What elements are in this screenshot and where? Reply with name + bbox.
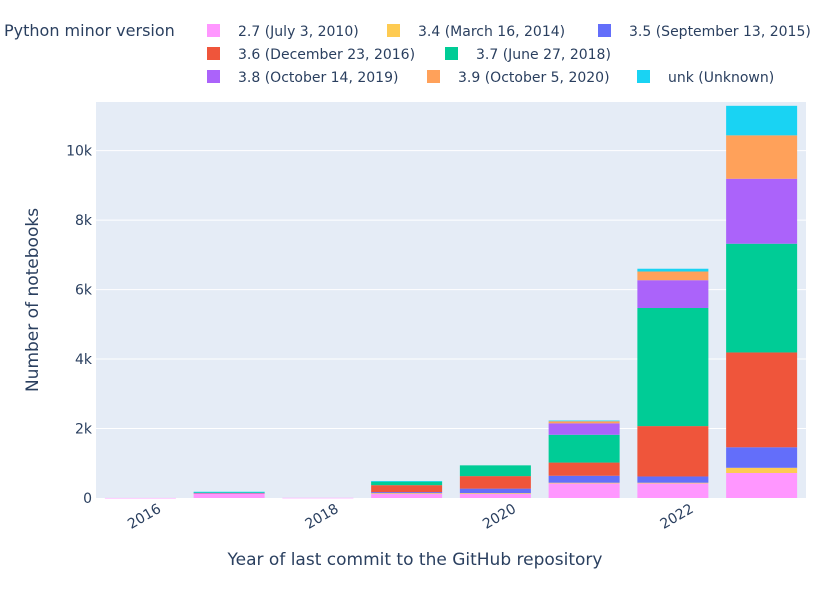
legend-swatch — [427, 70, 440, 83]
bar-segment — [371, 480, 443, 482]
bar-segment — [371, 481, 443, 486]
bar-segment — [726, 472, 798, 498]
bar-segment — [459, 488, 531, 494]
bar-segment — [459, 465, 531, 477]
legend-item[interactable]: unk (Unknown) — [637, 70, 774, 86]
bar-segment — [637, 476, 709, 483]
y-tick-label: 2k — [75, 422, 93, 438]
legend-item[interactable]: 3.9 (October 5, 2020) — [427, 70, 610, 86]
legend-label: 3.8 (October 14, 2019) — [238, 70, 398, 86]
legend-swatch — [637, 70, 650, 83]
bar-segment — [548, 475, 620, 483]
bar-segment — [637, 483, 709, 498]
bar-segment — [193, 491, 265, 493]
y-axis-title: Number of notebooks — [23, 208, 43, 392]
x-tick-labels: 2016 2018 2020 2022 — [125, 501, 696, 533]
bar-segment — [104, 497, 176, 499]
legend-item[interactable]: 2.7 (July 3, 2010) — [207, 24, 359, 40]
y-tick-label: 8k — [75, 213, 93, 229]
legend-item[interactable]: 3.7 (June 27, 2018) — [445, 47, 611, 63]
legend-label: 2.7 (July 3, 2010) — [238, 24, 359, 40]
bar-segment — [726, 243, 798, 353]
bar-segment — [371, 492, 443, 494]
legend-label: 3.5 (September 13, 2015) — [629, 24, 811, 40]
bar-segment — [726, 178, 798, 244]
legend-label: 3.9 (October 5, 2020) — [458, 70, 610, 86]
legend-item[interactable]: 3.4 (March 16, 2014) — [387, 24, 565, 40]
bar-segment — [548, 434, 620, 463]
y-tick-label: 6k — [75, 283, 93, 299]
bar-segment — [282, 497, 354, 499]
legend: 2.7 (July 3, 2010) 3.4 (March 16, 2014) 3.… — [207, 24, 811, 86]
bar-segment — [726, 447, 798, 468]
y-tick-label: 4k — [75, 352, 93, 368]
bar-segment — [548, 483, 620, 498]
legend-swatch — [207, 24, 220, 37]
y-tick-label: 0 — [83, 491, 92, 507]
y-tick-labels: 0 2k 4k 6k 8k 10k — [66, 144, 93, 507]
bar-segment — [459, 493, 531, 498]
legend-swatch — [207, 70, 220, 83]
bar-segment — [726, 352, 798, 448]
x-tick-label: 2022 — [658, 501, 697, 533]
legend-label: 3.4 (March 16, 2014) — [418, 24, 565, 40]
bar-segment — [548, 462, 620, 476]
x-tick-label: 2016 — [125, 501, 164, 533]
bar-segment — [548, 482, 620, 484]
legend-label: unk (Unknown) — [668, 70, 774, 86]
bar-segment — [371, 493, 443, 498]
bar-segment — [193, 492, 265, 494]
bar-segment — [726, 105, 798, 136]
bar-segment — [637, 482, 709, 484]
legend-item[interactable]: 3.6 (December 23, 2016) — [207, 47, 415, 63]
bars — [104, 105, 798, 499]
legend-title: Python minor version — [4, 21, 175, 40]
x-tick-label: 2018 — [303, 501, 342, 533]
bar-segment — [548, 421, 620, 424]
y-tick-label: 10k — [66, 144, 93, 160]
legend-swatch — [445, 47, 458, 60]
x-tick-label: 2020 — [480, 501, 519, 533]
bar-segment — [548, 423, 620, 435]
bar-segment — [459, 493, 531, 494]
bar-segment — [548, 420, 620, 422]
bar-segment — [371, 493, 443, 494]
bar-segment — [193, 492, 265, 493]
legend-swatch — [387, 24, 400, 37]
bar-segment — [637, 426, 709, 477]
legend-item[interactable]: 3.8 (October 14, 2019) — [207, 70, 398, 86]
legend-swatch — [207, 47, 220, 60]
bar-segment — [637, 271, 709, 281]
x-axis-title: Year of last commit to the GitHub reposi… — [227, 550, 603, 570]
legend-label: 3.6 (December 23, 2016) — [238, 47, 415, 63]
bar-segment — [726, 467, 798, 473]
bar-segment — [371, 485, 443, 493]
bar-segment — [637, 307, 709, 427]
bar-segment — [637, 280, 709, 308]
bar-segment — [726, 135, 798, 179]
legend-label: 3.7 (June 27, 2018) — [476, 47, 611, 63]
bar-segment — [637, 268, 709, 272]
bar-segment — [193, 493, 265, 498]
legend-swatch — [598, 24, 611, 37]
bar-segment — [459, 476, 531, 489]
legend-item[interactable]: 3.5 (September 13, 2015) — [598, 24, 811, 40]
